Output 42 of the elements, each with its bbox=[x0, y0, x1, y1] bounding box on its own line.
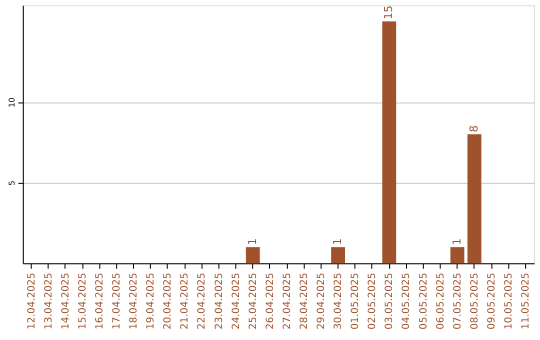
x-tick-label: 27.04.2025 bbox=[282, 272, 293, 330]
x-tick-label: 17.04.2025 bbox=[112, 272, 123, 330]
data-label: 1 bbox=[246, 238, 259, 246]
x-tick-label: 01.05.2025 bbox=[350, 272, 362, 330]
bar bbox=[246, 247, 260, 264]
x-tick-label: 09.05.2025 bbox=[486, 272, 498, 330]
x-tick-label: 16.04.2025 bbox=[94, 272, 106, 330]
x-tick-label: 06.05.2025 bbox=[435, 272, 446, 330]
x-tick-label: 12.04.2025 bbox=[26, 272, 38, 330]
x-tick-label: 15.04.2025 bbox=[77, 272, 88, 330]
x-tick-label: 25.04.2025 bbox=[248, 272, 259, 330]
x-tick-label: 30.04.2025 bbox=[333, 272, 344, 330]
x-tick-label: 11.05.2025 bbox=[520, 272, 532, 330]
bar bbox=[450, 247, 464, 264]
y-tick-label: 5 bbox=[7, 180, 16, 186]
data-label: 15 bbox=[382, 5, 396, 20]
x-tick-label: 26.04.2025 bbox=[264, 272, 276, 330]
x-tick-label: 24.04.2025 bbox=[230, 272, 242, 330]
x-tick-label: 28.04.2025 bbox=[298, 272, 310, 330]
x-tick-label: 23.04.2025 bbox=[214, 272, 225, 330]
data-label: 1 bbox=[331, 238, 344, 246]
x-tick-label: 04.05.2025 bbox=[401, 272, 412, 330]
x-tick-label: 10.05.2025 bbox=[503, 272, 514, 330]
y-tick-label: 10 bbox=[7, 97, 16, 108]
data-label: 8 bbox=[467, 125, 480, 132]
bar bbox=[331, 247, 346, 264]
x-tick-label: 03.05.2025 bbox=[384, 272, 396, 330]
x-tick-label: 19.04.2025 bbox=[146, 272, 157, 330]
data-label: 1 bbox=[450, 238, 464, 246]
x-tick-label: 07.05.2025 bbox=[452, 272, 464, 330]
x-tick-label: 05.05.2025 bbox=[418, 272, 430, 330]
x-tick-label: 20.04.2025 bbox=[162, 272, 174, 330]
x-tick-label: 21.04.2025 bbox=[180, 272, 191, 330]
x-tick-label: 18.04.2025 bbox=[128, 272, 140, 330]
x-tick-label: 02.05.2025 bbox=[367, 272, 378, 330]
x-tick-label: 14.04.2025 bbox=[60, 272, 72, 330]
x-tick-label: 08.05.2025 bbox=[469, 272, 480, 330]
x-tick-label: 22.04.2025 bbox=[196, 272, 208, 330]
x-tick-label: 13.04.2025 bbox=[43, 272, 54, 330]
bar bbox=[382, 21, 396, 264]
x-tick-label: 29.04.2025 bbox=[316, 272, 328, 330]
bar bbox=[467, 134, 482, 264]
